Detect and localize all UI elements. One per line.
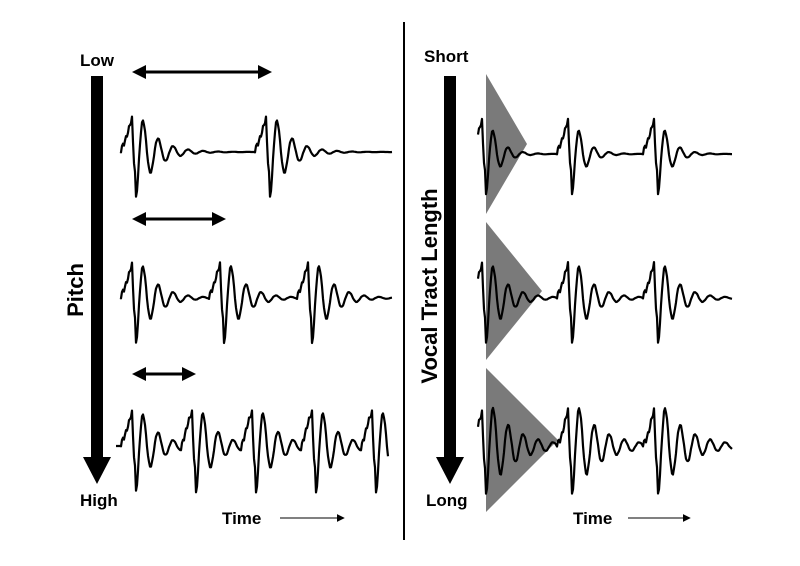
left-panel: Low High Pitch Time (63, 51, 393, 528)
period-arrow-mid (132, 212, 226, 226)
period-arrow-high (132, 367, 196, 381)
decay-triangle-mid (486, 222, 542, 360)
vtl-arrow-shaft (444, 76, 456, 459)
waveform-short-vtl (476, 117, 733, 196)
waveform-long-vtl (476, 406, 733, 495)
pitch-axis-title: Pitch (63, 263, 88, 317)
right-panel: Short Long Vocal Tract Length Time (417, 47, 733, 528)
right-time-label: Time (573, 509, 612, 528)
waveform-mid-pitch (119, 261, 393, 345)
decay-triangle-short (486, 74, 527, 214)
pitch-low-label: Low (80, 51, 115, 70)
vtl-short-label: Short (424, 47, 469, 66)
pitch-high-label: High (80, 491, 118, 510)
pitch-arrow-head (83, 457, 111, 484)
waveform-mid-vtl (476, 261, 733, 344)
left-time-label: Time (222, 509, 261, 528)
pitch-arrow-shaft (91, 76, 103, 459)
decay-triangle-long (486, 368, 558, 512)
vtl-arrow-head (436, 457, 464, 484)
waveform-low-pitch (119, 115, 393, 198)
vtl-long-label: Long (426, 491, 468, 510)
period-arrow-low (132, 65, 272, 79)
vtl-axis-title: Vocal Tract Length (417, 188, 442, 383)
waveform-high-pitch (115, 409, 390, 494)
